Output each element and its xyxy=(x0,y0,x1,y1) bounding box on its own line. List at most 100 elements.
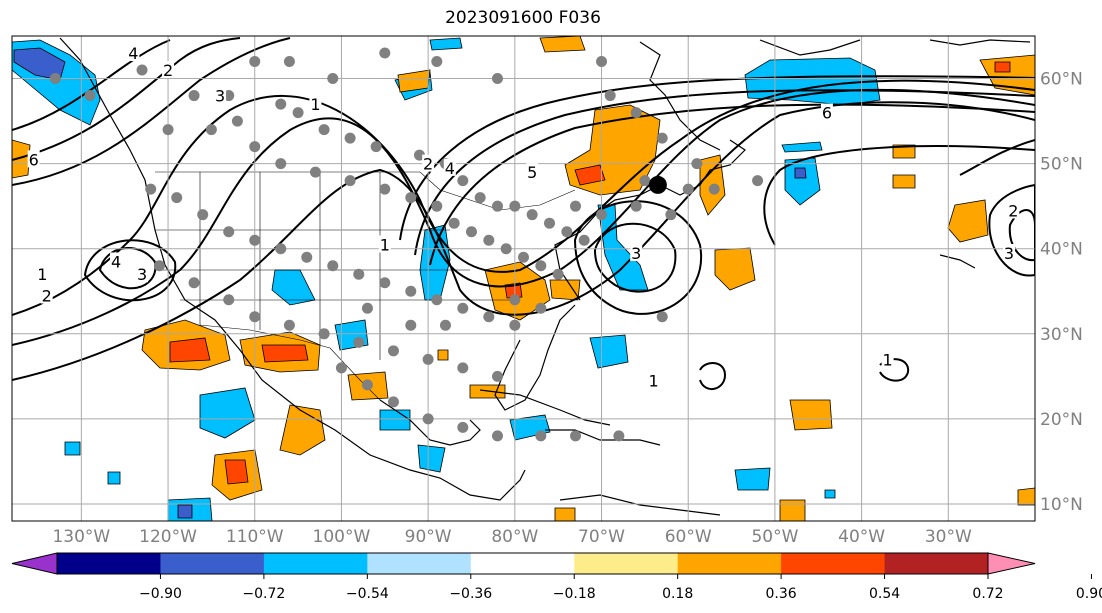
observation-point xyxy=(422,353,434,365)
observation-point xyxy=(431,294,443,306)
negative-anomaly-region xyxy=(199,387,256,439)
latitude-labels: 60°N 50°N 40°N 30°N 20°N 10°N xyxy=(1040,70,1083,515)
longitude-tick-label: 110°W xyxy=(226,527,284,547)
observation-point xyxy=(630,107,642,119)
coastline xyxy=(379,399,481,446)
contour-line xyxy=(83,239,177,302)
contour-label: 5 xyxy=(527,163,537,182)
contour-label: 2 xyxy=(163,61,173,80)
map-title: 2023091600 F036 xyxy=(445,8,601,28)
contour-label-bg xyxy=(214,86,227,104)
negative-anomaly-region xyxy=(824,489,836,499)
contour-label: 1 xyxy=(310,95,320,114)
observation-point xyxy=(474,192,486,204)
colorbar-segment xyxy=(57,553,161,574)
contour-line xyxy=(1008,209,1035,262)
observation-point xyxy=(249,311,261,323)
negative-anomaly-region xyxy=(64,441,81,456)
state-border-layer xyxy=(155,171,576,401)
coastline xyxy=(939,254,976,269)
observation-point xyxy=(405,319,417,331)
longitude-tick-label: 50°W xyxy=(751,527,798,547)
latitude-tick-label: 10°N xyxy=(1040,495,1083,515)
observation-point xyxy=(145,183,157,195)
observation-point xyxy=(205,124,217,136)
observation-point xyxy=(422,413,434,425)
colorbar-segment xyxy=(884,553,989,574)
contour-label: 3 xyxy=(215,87,225,106)
observation-point xyxy=(457,362,469,374)
contour-line xyxy=(12,37,291,186)
positive-anomaly-region xyxy=(437,349,449,361)
observation-point xyxy=(665,209,677,221)
contour-line xyxy=(414,89,1035,256)
observation-point xyxy=(439,319,451,331)
observation-point xyxy=(84,90,96,102)
longitude-tick-label: 40°W xyxy=(838,527,885,547)
observation-point xyxy=(223,226,235,238)
observation-point xyxy=(275,98,287,110)
positive-anomaly-region xyxy=(549,279,581,301)
colorbar-tick-label: 0.36 xyxy=(766,586,797,602)
observation-point xyxy=(544,217,556,229)
coastline xyxy=(639,41,721,151)
contour-label: 1 xyxy=(883,350,893,369)
observation-point xyxy=(509,294,521,306)
contour-label-bg xyxy=(378,235,391,253)
contour-label-bg xyxy=(443,158,456,176)
latitude-tick-label: 60°N xyxy=(1040,70,1083,90)
observation-point xyxy=(249,141,261,153)
observation-point xyxy=(509,200,521,212)
contour-label: 4 xyxy=(445,159,455,178)
positive-anomaly-region xyxy=(947,199,989,243)
gridline-layer xyxy=(12,36,1035,521)
positive-anomaly-region xyxy=(554,507,576,521)
colorbar-extend-left xyxy=(11,552,58,575)
observation-point xyxy=(379,47,391,59)
colorbar-tick-label: 0.54 xyxy=(869,586,900,602)
contour-label: 2 xyxy=(42,287,52,306)
observation-point xyxy=(353,336,365,348)
observation-point xyxy=(604,90,616,102)
observation-point xyxy=(500,243,512,255)
observation-point xyxy=(231,115,243,127)
contour-label-bg xyxy=(127,44,140,62)
coastline xyxy=(545,429,661,446)
observation-point xyxy=(361,302,373,314)
observation-point xyxy=(535,260,547,272)
contour-label: 6 xyxy=(29,150,39,169)
colorbar-tick-label: −0.90 xyxy=(139,586,182,602)
observation-point xyxy=(483,234,495,246)
coastline xyxy=(559,494,721,516)
negative-anomaly-region xyxy=(734,467,771,491)
contour-line xyxy=(763,145,1035,246)
longitude-tick-label: 120°W xyxy=(139,527,197,547)
contour-label-bg xyxy=(1007,201,1020,219)
observation-point xyxy=(344,132,356,144)
contour-label-bg xyxy=(110,252,123,270)
observation-point xyxy=(691,158,703,170)
negative-anomaly-core xyxy=(794,167,807,179)
contour-label-bg xyxy=(630,243,643,261)
latitude-tick-label: 50°N xyxy=(1040,155,1083,175)
observation-point xyxy=(752,175,764,187)
colorbar-tick-label: −0.18 xyxy=(553,586,596,602)
coastline xyxy=(59,37,526,501)
longitude-tick-label: 130°W xyxy=(52,527,110,547)
contour-layer xyxy=(12,37,1035,390)
contour-line xyxy=(593,222,677,293)
negative-anomaly-region xyxy=(379,409,411,431)
contour-label-bg xyxy=(309,95,322,113)
observation-point xyxy=(457,175,469,187)
observation-point xyxy=(405,192,417,204)
coastline xyxy=(759,39,861,56)
observation-point xyxy=(656,311,668,323)
longitude-tick-label: 90°W xyxy=(405,527,452,547)
positive-anomaly-core xyxy=(994,61,1011,73)
contour-label: 4 xyxy=(111,252,121,271)
observation-point xyxy=(301,251,313,263)
positive-anomaly-region xyxy=(892,174,916,189)
negative-anomaly-region xyxy=(107,471,121,485)
contour-line xyxy=(959,139,1035,176)
negative-anomaly-region xyxy=(429,37,463,51)
